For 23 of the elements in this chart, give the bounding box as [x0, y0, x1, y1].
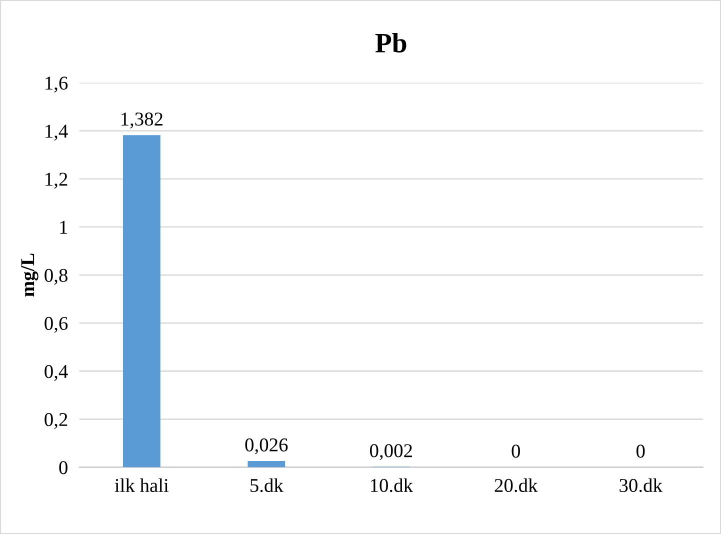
y-tick-label: 1,2: [46, 172, 68, 189]
data-label: 1,382: [122, 112, 162, 128]
y-tick-label: 0,8: [44, 268, 68, 285]
y-tick-label: 1: [60, 220, 68, 234]
y-tick-label: 0: [59, 461, 68, 474]
data-label: 0,026: [245, 438, 288, 454]
data-label: 0: [512, 444, 520, 458]
bar: [122, 135, 160, 468]
x-tick-label: ilk hali: [114, 478, 169, 492]
y-tick-label: 0,2: [44, 413, 68, 429]
bar: [248, 461, 286, 468]
x-tick-label: 10.dk: [370, 478, 414, 492]
data-label: 0: [636, 444, 645, 458]
y-tick-label: 0,4: [44, 364, 68, 381]
x-tick-label: 30.dk: [620, 478, 662, 492]
chart-title: Pb: [375, 32, 406, 52]
y-axis-title: mg/L: [21, 254, 38, 297]
x-tick-label: 20.dk: [494, 478, 538, 492]
data-label: 0,002: [370, 444, 412, 460]
x-tick-label: 5.dk: [250, 478, 284, 492]
y-tick-label: 1,4: [46, 124, 68, 141]
y-tick-label: 1,6: [46, 76, 68, 93]
y-tick-label: 0,6: [44, 316, 68, 333]
